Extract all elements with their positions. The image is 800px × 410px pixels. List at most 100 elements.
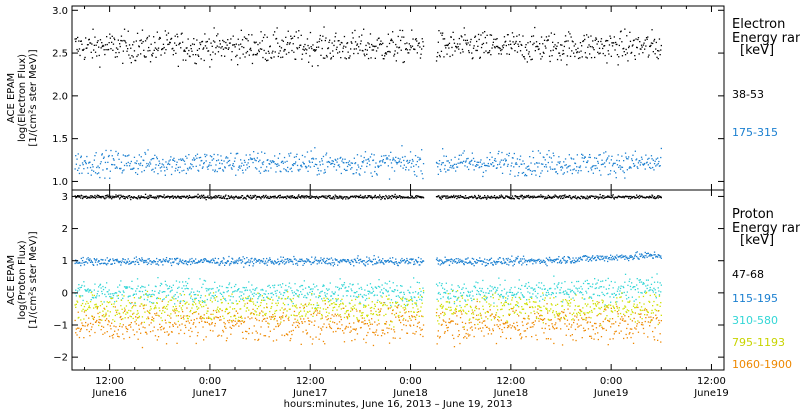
data-point	[397, 295, 399, 297]
data-point	[443, 56, 445, 58]
data-point	[371, 198, 373, 200]
data-point	[150, 308, 152, 310]
data-point	[465, 287, 467, 290]
data-point	[96, 166, 98, 169]
data-point	[459, 196, 461, 199]
data-point	[100, 197, 102, 199]
data-point	[265, 312, 267, 315]
data-point	[401, 300, 404, 302]
data-point	[258, 195, 260, 198]
data-point	[602, 280, 604, 282]
data-point	[222, 169, 224, 171]
data-point	[171, 196, 173, 198]
data-point	[403, 196, 405, 198]
data-point	[608, 284, 611, 286]
data-point	[144, 311, 146, 313]
data-point	[396, 162, 399, 164]
data-point	[395, 197, 397, 200]
data-point	[464, 300, 467, 302]
data-point	[237, 197, 239, 199]
data-point	[165, 305, 168, 308]
data-point	[603, 294, 606, 297]
data-point	[325, 288, 328, 290]
data-point	[140, 260, 142, 262]
data-point	[192, 165, 194, 168]
data-point	[574, 293, 577, 295]
data-point	[241, 298, 244, 301]
data-point	[312, 283, 315, 285]
data-point	[309, 31, 312, 34]
data-point	[403, 291, 405, 294]
data-point	[207, 288, 209, 290]
data-point	[114, 262, 116, 264]
data-point	[138, 315, 140, 318]
data-point	[273, 263, 275, 265]
data-point	[419, 46, 421, 48]
data-point	[188, 294, 191, 296]
data-point	[458, 158, 460, 160]
data-point	[602, 197, 604, 200]
data-point	[632, 286, 635, 288]
data-point	[265, 170, 267, 172]
data-point	[477, 194, 480, 197]
data-point	[438, 260, 440, 262]
data-point	[349, 261, 351, 264]
data-point	[199, 300, 201, 303]
data-point	[457, 258, 459, 260]
data-point	[400, 285, 402, 287]
data-point	[238, 166, 240, 168]
data-point	[309, 288, 312, 291]
data-point	[485, 262, 487, 264]
data-point	[375, 162, 377, 164]
data-point	[232, 261, 234, 263]
data-point	[566, 171, 569, 173]
data-point	[153, 320, 155, 322]
data-point	[505, 195, 507, 197]
data-point	[530, 162, 532, 164]
data-point	[492, 293, 494, 295]
data-point	[82, 256, 84, 259]
data-point	[124, 155, 126, 157]
data-point	[159, 259, 161, 261]
data-point	[267, 297, 270, 300]
data-point	[350, 295, 352, 297]
data-point	[263, 293, 265, 295]
data-point	[571, 261, 573, 263]
data-point	[155, 285, 157, 288]
data-point	[417, 261, 419, 263]
data-point	[178, 196, 181, 198]
data-point	[404, 262, 406, 264]
data-point	[468, 262, 470, 264]
data-point	[558, 162, 561, 164]
data-point	[250, 258, 252, 260]
data-point	[296, 47, 298, 49]
data-point	[269, 257, 271, 259]
data-point	[119, 284, 121, 286]
data-point	[245, 52, 247, 54]
data-point	[125, 262, 127, 265]
data-point	[369, 156, 372, 158]
data-point	[359, 168, 362, 170]
data-point	[279, 45, 281, 48]
data-point	[288, 155, 291, 157]
data-point	[283, 292, 286, 294]
data-point	[209, 197, 211, 199]
data-point	[438, 54, 441, 57]
data-point	[138, 196, 140, 199]
data-point	[416, 197, 418, 199]
data-point	[212, 292, 215, 294]
data-point	[197, 193, 199, 195]
data-point	[292, 302, 294, 305]
data-point	[652, 257, 654, 259]
data-point	[303, 197, 305, 199]
data-point	[169, 299, 171, 301]
data-point	[497, 47, 499, 49]
data-point	[384, 55, 386, 57]
data-point	[607, 258, 609, 260]
data-point	[435, 283, 438, 285]
data-point	[86, 262, 89, 264]
data-point	[128, 260, 131, 262]
data-point	[152, 52, 154, 54]
data-point	[203, 279, 205, 282]
data-point	[241, 195, 244, 197]
